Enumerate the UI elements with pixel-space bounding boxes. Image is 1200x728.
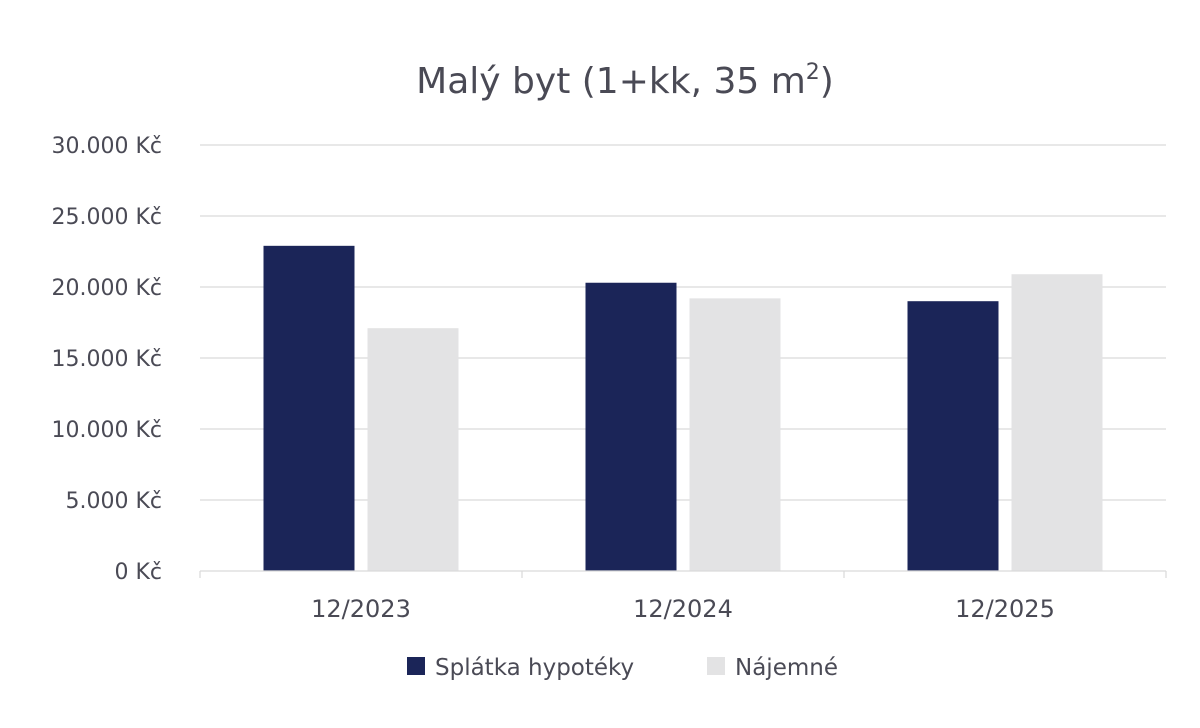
bar-mortgage-1 [585, 282, 677, 571]
chart-title-superscript: 2 [806, 60, 820, 85]
x-axis-tick-labels: 12/2023 12/2024 12/2025 [311, 595, 1055, 623]
bar-rent-0 [367, 328, 459, 571]
legend: Splátka hypotéky Nájemné [407, 655, 838, 681]
chart-title: Malý byt (1+kk, 35 m2) [416, 60, 834, 102]
bar-rent-2 [1011, 274, 1103, 571]
x-tick-label: 12/2023 [311, 595, 411, 623]
legend-label-rent: Nájemné [735, 655, 838, 681]
chart-title-main: Malý byt (1+kk, 35 m [416, 61, 806, 102]
y-tick-label: 5.000 Kč [66, 489, 163, 514]
legend-swatch-mortgage [407, 657, 425, 675]
y-tick-label: 30.000 Kč [52, 134, 163, 159]
bar-mortgage-2 [907, 301, 999, 571]
y-tick-label: 15.000 Kč [52, 347, 163, 372]
legend-swatch-rent [707, 657, 725, 675]
x-axis [199, 570, 1167, 578]
bars [263, 245, 1103, 571]
y-tick-label: 0 Kč [114, 560, 162, 585]
y-axis-tick-labels: 0 Kč 5.000 Kč 10.000 Kč 15.000 Kč 20.000 Kč 2… [52, 134, 163, 585]
y-tick-label: 10.000 Kč [52, 418, 163, 443]
y-tick-label: 25.000 Kč [52, 205, 163, 230]
x-tick-label: 12/2024 [633, 595, 733, 623]
y-tick-label: 20.000 Kč [52, 276, 163, 301]
legend-label-mortgage: Splátka hypotéky [435, 655, 634, 681]
bar-rent-1 [689, 298, 781, 571]
chart-title-suffix: ) [820, 61, 834, 102]
bar-mortgage-0 [263, 245, 355, 571]
gridlines [200, 144, 1166, 501]
x-tick-label: 12/2025 [955, 595, 1055, 623]
